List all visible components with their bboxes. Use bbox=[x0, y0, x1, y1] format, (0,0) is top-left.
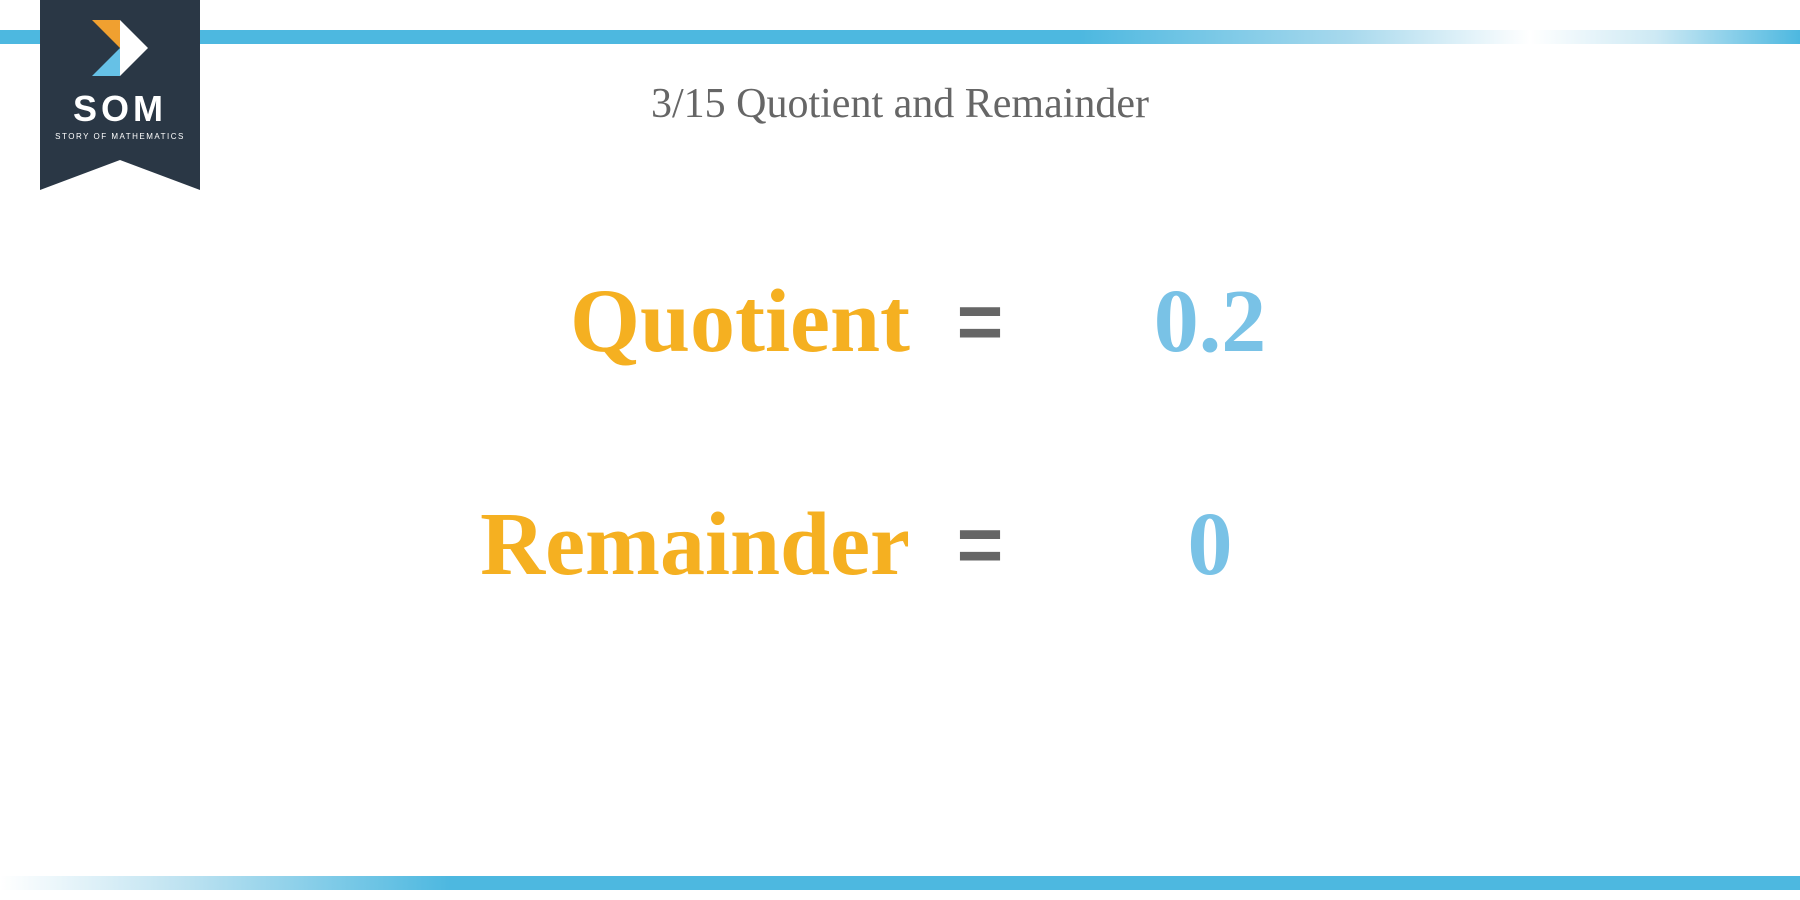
quotient-label: Quotient bbox=[350, 270, 910, 373]
logo-badge-body: SOM STORY OF MATHEMATICS bbox=[40, 0, 200, 160]
equals-sign: = bbox=[910, 499, 1050, 591]
logo-triangle-tl bbox=[92, 20, 120, 48]
logo-badge: SOM STORY OF MATHEMATICS bbox=[40, 0, 200, 190]
top-accent-bar bbox=[0, 30, 1800, 44]
logo-triangle-br bbox=[120, 48, 148, 76]
logo-triangle-tr bbox=[120, 20, 148, 48]
equation-row-remainder: Remainder = 0 bbox=[350, 493, 1450, 596]
logo-text: SOM bbox=[73, 88, 167, 130]
equations-block: Quotient = 0.2 Remainder = 0 bbox=[350, 270, 1450, 716]
remainder-value: 0 bbox=[1050, 493, 1370, 596]
remainder-label: Remainder bbox=[350, 493, 910, 596]
page-title: 3/15 Quotient and Remainder bbox=[0, 80, 1800, 128]
equation-row-quotient: Quotient = 0.2 bbox=[350, 270, 1450, 373]
logo-badge-tail bbox=[40, 160, 200, 190]
logo-subtitle: STORY OF MATHEMATICS bbox=[55, 132, 185, 141]
som-logo-icon bbox=[92, 20, 148, 76]
quotient-value: 0.2 bbox=[1050, 270, 1370, 373]
equals-sign: = bbox=[910, 276, 1050, 368]
bottom-accent-bar bbox=[0, 876, 1800, 890]
logo-triangle-bl bbox=[92, 48, 120, 76]
